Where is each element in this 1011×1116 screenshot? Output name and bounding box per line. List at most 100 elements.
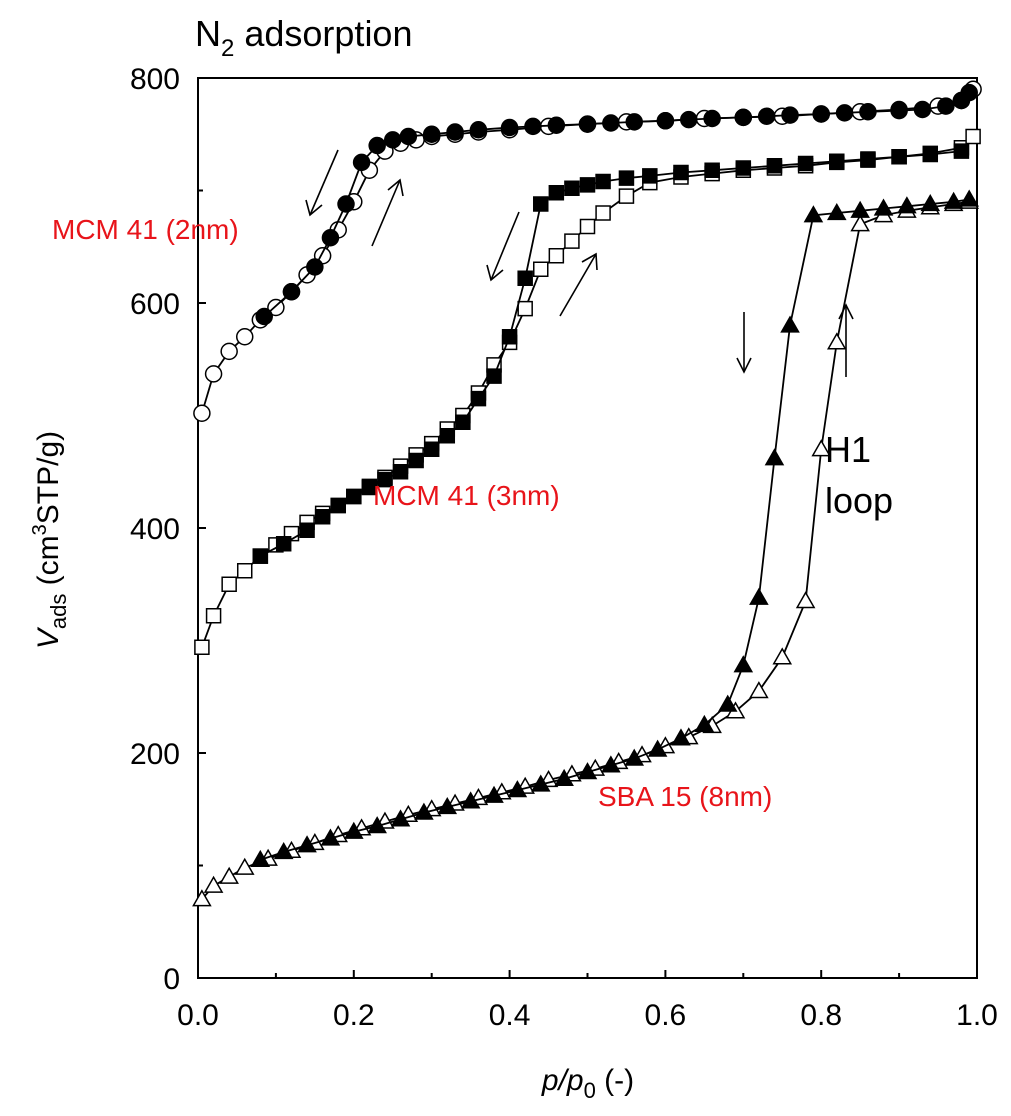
data-point: [920, 193, 941, 212]
data-point: [757, 107, 776, 125]
title-rest: adsorption: [234, 13, 412, 54]
data-point: [299, 522, 315, 538]
data-point: [564, 180, 580, 196]
data-point: [530, 774, 551, 792]
y-title-sup: 3: [29, 524, 51, 535]
data-point: [344, 821, 364, 839]
data-point: [781, 106, 799, 124]
data-point: [937, 97, 955, 115]
data-point: [384, 131, 402, 149]
data-point: [221, 576, 237, 592]
data-point: [671, 728, 691, 746]
data-point: [811, 439, 831, 457]
x-title-p: p/p: [541, 1064, 584, 1097]
data-point: [624, 748, 645, 766]
y-tick-label: 200: [130, 738, 180, 771]
data-point: [320, 828, 341, 846]
series-layer: [192, 80, 982, 907]
arrow-down-mcm2: [305, 149, 339, 217]
data-point: [517, 300, 533, 317]
data-point: [437, 796, 458, 815]
arrow-down-mcm3: [486, 211, 520, 282]
annotation-mcm41-2nm: MCM 41 (2nm): [52, 214, 239, 245]
data-point: [275, 536, 292, 552]
data-point: [717, 694, 738, 712]
title-main: N: [195, 13, 221, 54]
data-point: [579, 218, 596, 235]
data-point: [578, 115, 597, 133]
data-point: [873, 198, 894, 216]
data-point: [507, 780, 528, 798]
series-line: [201, 135, 974, 648]
data-point: [422, 125, 441, 143]
data-point: [579, 177, 596, 193]
data-point: [314, 509, 331, 525]
data-point: [399, 127, 418, 146]
data-point: [943, 191, 964, 209]
data-point: [250, 849, 271, 867]
data-point: [524, 117, 542, 136]
data-point: [203, 875, 224, 893]
data-point: [337, 195, 355, 213]
data-point: [953, 143, 970, 159]
data-point: [273, 841, 294, 860]
data-point: [797, 155, 814, 172]
y-title-mid: (cm: [32, 535, 65, 593]
data-point: [306, 258, 324, 276]
data-point: [235, 328, 254, 346]
hysteresis-arrows: [305, 149, 854, 377]
series-triangle-open: [192, 191, 980, 907]
data-point: [455, 414, 471, 430]
data-point: [377, 471, 393, 488]
data-point: [361, 479, 378, 496]
data-point: [703, 109, 721, 128]
title-subscript: 2: [221, 35, 234, 62]
data-point: [812, 105, 830, 123]
y-tick-label: 0: [163, 963, 180, 996]
data-point: [595, 173, 611, 190]
x-title-rest: (-): [596, 1064, 634, 1097]
x-tick-label: 0.8: [800, 999, 842, 1032]
data-point: [625, 113, 643, 131]
data-point: [860, 151, 876, 167]
data-point: [647, 739, 668, 757]
data-point: [484, 785, 504, 803]
data-point: [205, 608, 222, 624]
x-title-sub: 0: [584, 1078, 596, 1103]
data-point: [234, 857, 255, 875]
data-point: [595, 205, 611, 221]
data-point: [554, 768, 574, 786]
data-point: [734, 108, 753, 127]
data-point: [890, 101, 908, 120]
data-point: [255, 307, 273, 326]
data-point: [500, 118, 519, 137]
data-point: [749, 681, 769, 699]
data-point: [694, 714, 715, 732]
data-point: [193, 404, 211, 422]
data-point: [392, 464, 409, 480]
data-point: [470, 390, 487, 407]
data-point: [749, 587, 769, 605]
y-title-sub: ads: [46, 594, 71, 629]
series-triangle-filled: [250, 189, 980, 867]
x-axis-title: p/p0 (-): [541, 1064, 634, 1103]
data-point: [282, 283, 301, 301]
data-point: [321, 229, 340, 247]
data-point: [204, 365, 223, 383]
series-line: [201, 200, 970, 900]
data-point: [959, 189, 980, 207]
data-point: [826, 202, 847, 221]
arrow-up-sba: [838, 303, 854, 377]
y-tick-label: 400: [130, 513, 180, 546]
data-point: [390, 809, 411, 827]
data-point: [252, 548, 269, 564]
data-point: [656, 112, 675, 130]
data-point: [704, 162, 720, 178]
series-line: [259, 150, 962, 557]
x-tick-label: 1.0: [956, 999, 998, 1032]
data-point: [192, 889, 212, 907]
data-point: [368, 136, 386, 155]
chart-title: N2 adsorption: [195, 13, 412, 62]
data-point: [517, 270, 533, 286]
data-point: [602, 114, 620, 132]
